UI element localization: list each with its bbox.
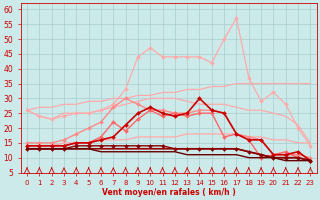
X-axis label: Vent moyen/en rafales ( km/h ): Vent moyen/en rafales ( km/h )	[102, 188, 236, 197]
